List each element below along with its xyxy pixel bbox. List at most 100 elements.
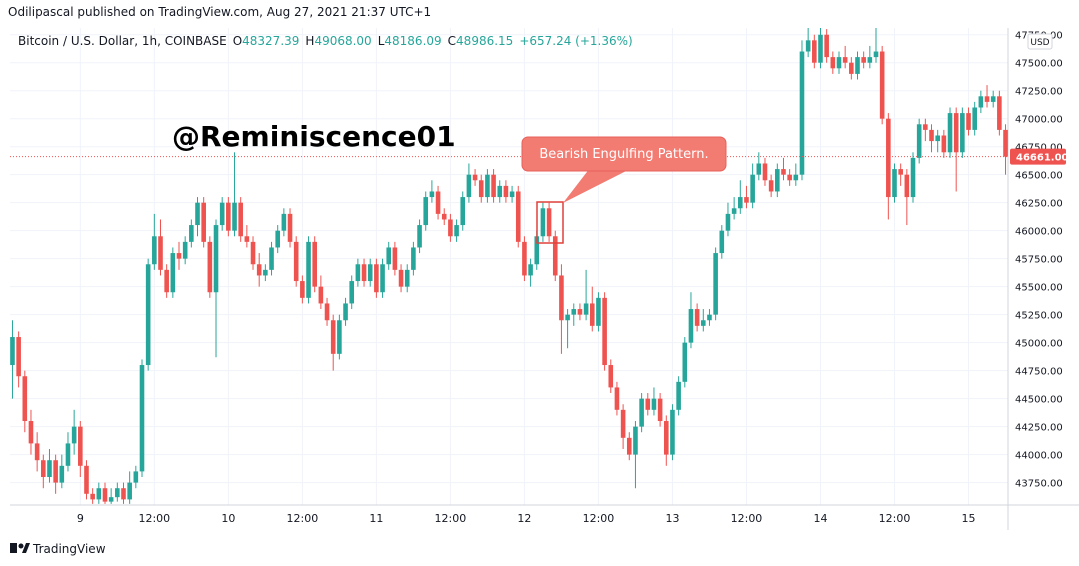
candle-body xyxy=(670,409,675,455)
ohlc-value: 48327.39 xyxy=(242,34,300,48)
candle-body xyxy=(127,482,132,500)
footer-brand: TradingView xyxy=(32,542,106,556)
candle-body xyxy=(818,34,823,63)
callout-text: Bearish Engulfing Pattern. xyxy=(539,147,708,162)
candle-body xyxy=(750,174,755,203)
ohlc-value: 48186.09 xyxy=(384,34,442,48)
ohlc-value: 49068.00 xyxy=(314,34,372,48)
candle-body xyxy=(707,314,712,321)
symbol: Bitcoin / U.S. Dollar, 1h, COINBASE xyxy=(18,34,227,48)
candle-body xyxy=(275,230,280,248)
candle-body xyxy=(398,269,404,287)
candle-body xyxy=(793,174,799,181)
candle-body xyxy=(626,437,632,455)
candle-body xyxy=(16,337,21,377)
candle-body xyxy=(466,174,472,198)
currency-box xyxy=(1027,33,1053,50)
ohlc-key: H xyxy=(305,34,315,48)
candle-body xyxy=(306,241,311,298)
candle-body xyxy=(226,202,231,231)
candle-body xyxy=(879,51,885,119)
candle-body xyxy=(787,174,792,181)
candle-body xyxy=(775,169,780,192)
candle-body xyxy=(990,96,996,102)
x-tick-label: 12:00 xyxy=(583,512,615,525)
candle-body xyxy=(386,247,392,265)
watermark: @Reminiscence01 xyxy=(172,120,456,153)
candle-body xyxy=(546,208,552,237)
candle-body xyxy=(886,118,891,198)
candle-body xyxy=(744,197,749,203)
candle-body xyxy=(552,236,558,276)
callout-box xyxy=(521,136,727,172)
candle-body xyxy=(528,264,533,276)
symbol-line: Bitcoin / U.S. Dollar, 1h, COINBASE O483… xyxy=(18,34,633,48)
candle-body xyxy=(719,230,725,254)
candle-body xyxy=(90,493,95,500)
candle-body xyxy=(929,129,934,142)
candle-body xyxy=(614,387,620,410)
candle-body xyxy=(645,398,651,410)
candle-body xyxy=(589,303,595,326)
candle-body xyxy=(133,471,139,483)
x-tick-label: 12:00 xyxy=(287,512,319,525)
candle-body xyxy=(349,281,355,304)
candle-body xyxy=(984,96,990,102)
candle-body xyxy=(892,169,897,198)
candle-body xyxy=(65,443,71,466)
candle-body xyxy=(596,297,601,326)
y-tick-label: 45750.00 xyxy=(1015,255,1063,266)
x-tick-label: 15 xyxy=(962,512,976,525)
x-tick-label: 12 xyxy=(517,512,531,525)
y-tick-label: 46750.00 xyxy=(1015,143,1063,154)
ohlc-item: O48327.39 xyxy=(233,34,300,48)
candle-body xyxy=(534,236,540,265)
candle-body xyxy=(238,202,243,237)
candle-body xyxy=(417,225,422,248)
logo xyxy=(10,543,30,553)
y-tick-label: 46500.00 xyxy=(1015,171,1063,182)
candle-body xyxy=(411,247,416,270)
candle-body xyxy=(380,264,385,293)
candle-body xyxy=(799,51,805,175)
candle-body xyxy=(657,398,663,422)
candle-body xyxy=(34,443,40,461)
candle-body xyxy=(189,225,194,242)
x-tick-label: 12:00 xyxy=(731,512,763,525)
candle-body xyxy=(207,241,213,293)
candle-body xyxy=(121,488,126,500)
candle-body xyxy=(898,169,903,175)
candle-body xyxy=(429,191,435,198)
y-tick-label: 47000.00 xyxy=(1015,115,1063,126)
candle-body xyxy=(997,96,1002,130)
candle-body xyxy=(337,320,342,354)
candle-body xyxy=(947,113,953,153)
candle-body xyxy=(22,376,28,422)
candle-body xyxy=(1003,129,1008,157)
candle-body xyxy=(842,57,848,63)
candle-body xyxy=(713,253,718,315)
candle-body xyxy=(318,286,324,304)
candle-body xyxy=(762,163,768,181)
ohlc-item: L48186.09 xyxy=(378,34,442,48)
candle-body xyxy=(602,297,607,366)
candle-body xyxy=(102,488,108,502)
x-tick-label: 11 xyxy=(369,512,383,525)
candle-body xyxy=(219,202,225,226)
candle-body xyxy=(287,213,293,242)
candle-body xyxy=(213,225,219,293)
currency: USD xyxy=(1030,38,1049,48)
candle-body xyxy=(756,163,762,175)
candle-body xyxy=(78,426,83,466)
candle-body xyxy=(849,62,854,74)
candle-body xyxy=(768,180,774,192)
candle-body xyxy=(725,213,731,231)
candle-body xyxy=(824,34,829,58)
candle-body xyxy=(84,465,89,494)
candle-body xyxy=(910,157,916,198)
candle-body xyxy=(478,180,484,198)
candle-body xyxy=(916,124,922,158)
candle-body xyxy=(731,208,737,214)
y-tick-label: 45500.00 xyxy=(1015,283,1063,294)
candle-body xyxy=(392,247,398,270)
